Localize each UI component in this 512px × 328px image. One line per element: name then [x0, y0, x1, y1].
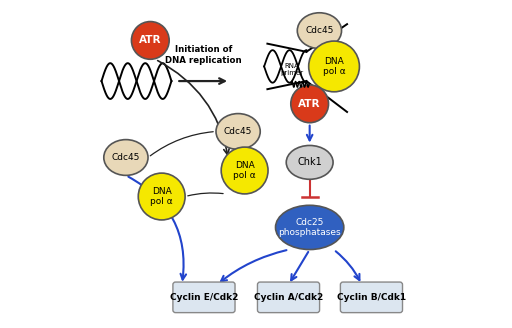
Circle shape: [309, 41, 359, 92]
Text: Chk1: Chk1: [297, 157, 322, 167]
Text: Cyclin E/Cdk2: Cyclin E/Cdk2: [170, 293, 238, 302]
FancyBboxPatch shape: [173, 282, 235, 313]
Text: Cyclin B/Cdk1: Cyclin B/Cdk1: [337, 293, 406, 302]
Ellipse shape: [216, 113, 260, 149]
Text: DNA
pol α: DNA pol α: [323, 57, 346, 76]
Circle shape: [221, 147, 268, 194]
Ellipse shape: [104, 140, 148, 175]
Text: DNA
pol α: DNA pol α: [151, 187, 173, 206]
Ellipse shape: [275, 205, 344, 250]
Ellipse shape: [286, 145, 333, 179]
Circle shape: [291, 85, 329, 123]
Circle shape: [132, 22, 169, 59]
Text: Cdc45: Cdc45: [305, 26, 334, 35]
Text: ATR: ATR: [298, 99, 321, 109]
Text: DNA
pol α: DNA pol α: [233, 161, 256, 180]
Text: Cdc45: Cdc45: [112, 153, 140, 162]
Ellipse shape: [297, 13, 342, 49]
Text: Cdc45: Cdc45: [224, 127, 252, 136]
Text: ATR: ATR: [139, 35, 162, 45]
Text: Cdc25
phosphatases: Cdc25 phosphatases: [279, 218, 341, 237]
FancyBboxPatch shape: [258, 282, 319, 313]
Text: Initiation of
DNA replication: Initiation of DNA replication: [165, 45, 242, 65]
Text: Cyclin A/Cdk2: Cyclin A/Cdk2: [254, 293, 323, 302]
Circle shape: [138, 173, 185, 220]
FancyBboxPatch shape: [340, 282, 402, 313]
Text: RNA
primer: RNA primer: [280, 63, 303, 76]
